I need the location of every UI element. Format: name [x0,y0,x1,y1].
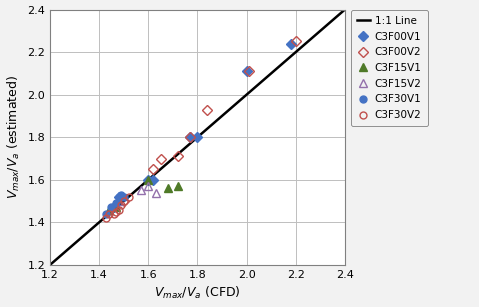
C3F30V1 [109,206,114,209]
C3F15V2 [138,188,144,192]
Line: C3F15V2: C3F15V2 [114,182,160,205]
C3F15V1 [175,184,181,188]
C3F15V2 [116,199,122,203]
C3F00V1 [146,178,151,182]
C3F30V2 [121,199,126,203]
X-axis label: $\mathit{V}_{max}/\mathit{V}_a$ (CFD): $\mathit{V}_{max}/\mathit{V}_a$ (CFD) [154,285,241,301]
C3F15V1 [114,206,119,209]
C3F00V2 [246,69,252,73]
C3F00V1 [111,206,117,209]
C3F00V2 [150,167,156,171]
C3F00V2 [205,108,210,111]
C3F30V1 [116,195,122,199]
C3F15V2 [146,184,151,188]
C3F00V2 [293,40,298,43]
C3F30V2 [106,212,112,216]
C3F15V1 [106,208,112,212]
C3F00V1 [116,195,122,199]
C3F15V1 [165,186,171,190]
C3F00V1 [244,69,250,73]
C3F30V1 [121,195,126,199]
C3F30V2 [116,208,122,212]
Legend: 1:1 Line, C3F00V1, C3F00V2, C3F15V1, C3F15V2, C3F30V1, C3F30V2: 1:1 Line, C3F00V1, C3F00V2, C3F15V1, C3F… [351,10,428,126]
Line: C3F00V1: C3F00V1 [110,40,294,211]
C3F00V1 [150,178,156,182]
C3F00V1 [187,135,193,139]
C3F30V2 [103,216,109,220]
C3F30V1 [118,193,124,196]
Line: C3F30V1: C3F30V1 [103,191,127,217]
C3F00V1 [194,135,200,139]
C3F30V1 [114,201,119,205]
Line: C3F00V2: C3F00V2 [120,38,299,204]
C3F15V2 [153,191,159,194]
C3F00V2 [187,135,193,139]
C3F30V2 [118,204,124,207]
Line: C3F15V1: C3F15V1 [105,176,182,214]
C3F15V1 [146,178,151,182]
Y-axis label: $\mathit{V}_{max}/\mathit{V}_a$ (estimated): $\mathit{V}_{max}/\mathit{V}_a$ (estimat… [6,75,22,199]
Line: C3F30V2: C3F30V2 [103,193,132,222]
C3F30V2 [125,195,131,199]
C3F00V2 [175,154,181,158]
C3F00V1 [288,42,294,45]
C3F30V1 [103,212,109,216]
C3F30V2 [114,210,119,214]
C3F00V2 [158,157,163,160]
C3F00V2 [121,199,126,203]
C3F30V2 [111,212,117,216]
